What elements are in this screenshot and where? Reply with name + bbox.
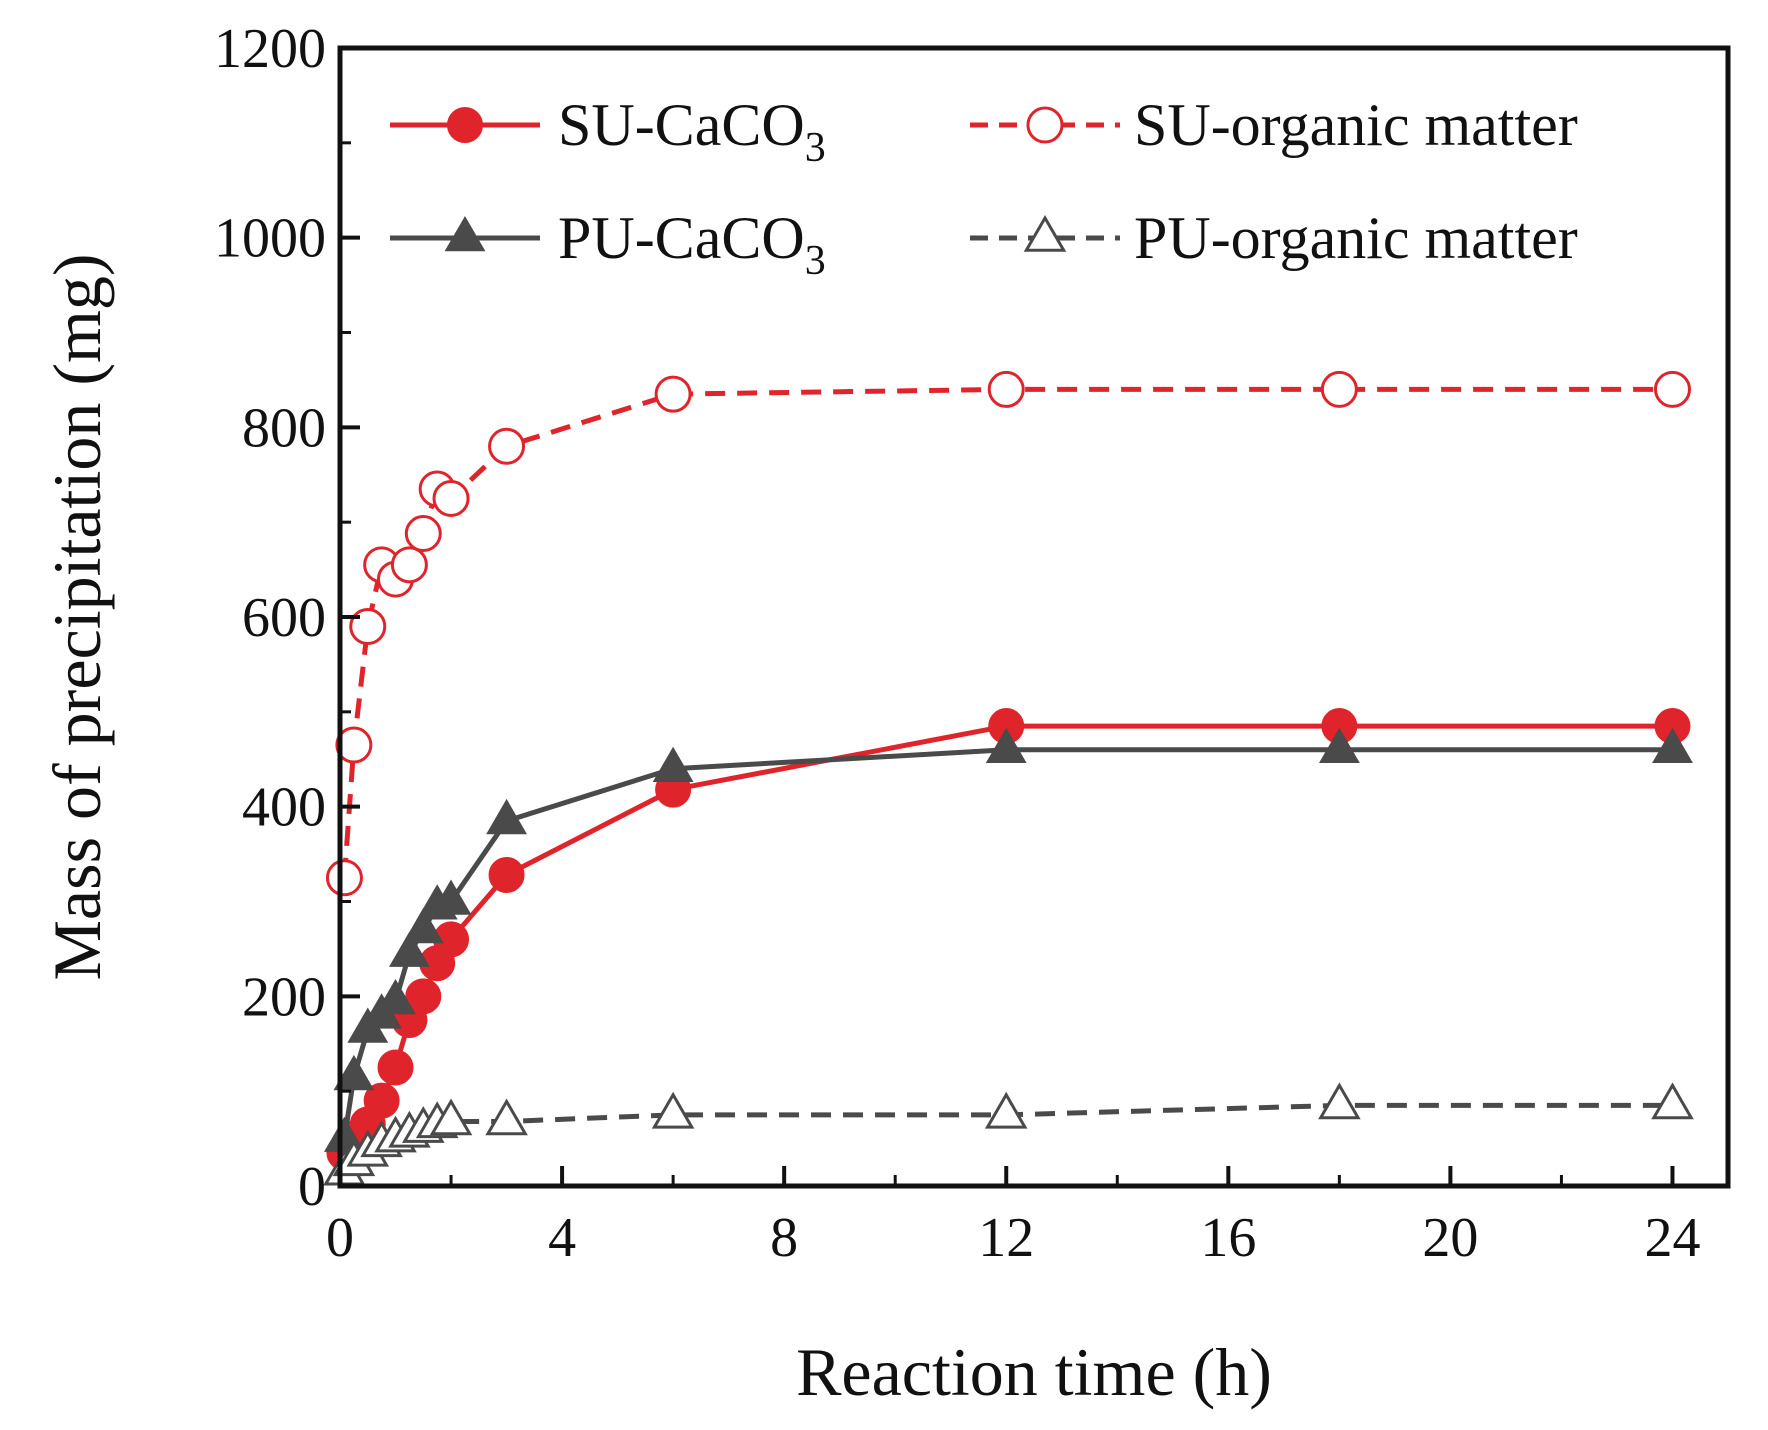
legend-item-pu-organic-matter: PU-organic matter <box>970 205 1578 271</box>
pu-caco3-point <box>486 798 528 835</box>
pu-caco3-point <box>985 727 1027 763</box>
pu-caco3-point <box>1318 727 1360 763</box>
pu-organic-matter-point <box>1651 1082 1694 1120</box>
pu-caco3-point <box>652 746 694 782</box>
su-organic-matter-point <box>488 427 526 465</box>
legend: SU-CaCO3 SU-organic matter PU-CaCO3 PU-orga… <box>390 92 1578 284</box>
pu-caco3-point <box>1652 727 1693 763</box>
pu-organic-matter-point <box>485 1098 528 1136</box>
pu-caco3-point <box>430 879 472 915</box>
series-pu-organic-matter <box>323 1082 1694 1186</box>
su-organic-matter-point <box>335 726 373 764</box>
y-tick-label: 0 <box>298 1156 326 1218</box>
legend-item-pu-caco3: PU-CaCO3 <box>390 205 826 284</box>
x-tick-label: 20 <box>1422 1207 1478 1269</box>
su-organic-matter-point <box>1320 370 1358 408</box>
su-organic-matter-line <box>341 386 1673 878</box>
pu-organic-matter-point <box>429 1098 473 1136</box>
legend-marker <box>444 216 486 252</box>
pu-caco3-line <box>341 747 1673 1139</box>
pu-caco3-point <box>333 1054 375 1091</box>
x-tick-label: 16 <box>1200 1207 1256 1269</box>
su-caco3-point <box>377 1049 414 1086</box>
series-layer <box>323 370 1694 1186</box>
legend-label: SU-organic matter <box>1134 92 1578 158</box>
su-organic-matter-point <box>349 607 387 645</box>
pu-organic-matter-point <box>1318 1082 1361 1120</box>
legend-item-su-organic-matter: SU-organic matter <box>970 92 1578 158</box>
legend-marker <box>1023 215 1067 252</box>
y-tick-label: 1000 <box>214 208 326 270</box>
x-axis-title: Reaction time (h) <box>796 1334 1272 1410</box>
su-organic-matter-point <box>404 515 442 553</box>
ticks-layer <box>338 46 1675 1188</box>
pu-caco3-point <box>402 907 444 944</box>
legend-marker <box>1026 106 1064 144</box>
su-organic-matter-point <box>654 375 692 413</box>
legend-item-su-caco3: SU-CaCO3 <box>390 92 826 171</box>
su-organic-matter-point <box>325 859 363 897</box>
legend-marker <box>447 107 483 143</box>
series-pu-caco3 <box>323 727 1693 1152</box>
series-su-organic-matter <box>325 370 1691 897</box>
y-axis-title: Mass of precipitation (mg) <box>39 253 115 980</box>
y-tick-label: 400 <box>242 777 326 839</box>
legend-label: PU-CaCO3 <box>558 205 826 284</box>
su-organic-matter-point <box>390 546 428 584</box>
su-organic-matter-point <box>432 479 470 517</box>
y-tick-label: 1200 <box>214 18 326 80</box>
su-caco3-point <box>405 978 442 1015</box>
x-tick-label: 4 <box>548 1207 576 1269</box>
x-tick-label: 24 <box>1644 1207 1700 1269</box>
y-tick-label: 600 <box>242 587 326 649</box>
pu-organic-matter-point <box>651 1091 695 1129</box>
x-tick-label: 8 <box>770 1207 798 1269</box>
su-organic-matter-point <box>987 370 1025 408</box>
su-organic-matter-point <box>1653 370 1691 408</box>
x-tick-label: 12 <box>978 1207 1034 1269</box>
su-caco3-line <box>342 723 1673 1155</box>
pu-caco3-point <box>375 979 416 1015</box>
pu-organic-matter-point <box>984 1091 1028 1129</box>
x-tick-label: 0 <box>326 1207 354 1269</box>
tick-labels: 0 4 8 12 16 20 24 0 200 400 600 800 1000 1200 <box>214 18 1700 1269</box>
pu-caco3-point <box>388 931 430 967</box>
y-tick-label: 800 <box>242 397 326 459</box>
su-caco3-point <box>488 856 525 893</box>
su-caco3-point <box>363 1082 400 1119</box>
y-tick-label: 200 <box>242 966 326 1028</box>
legend-label: SU-CaCO3 <box>558 92 826 171</box>
legend-label: PU-organic matter <box>1134 205 1578 271</box>
